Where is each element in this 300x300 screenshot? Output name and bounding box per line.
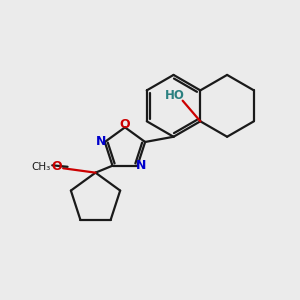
Text: O: O bbox=[119, 118, 130, 131]
Text: O: O bbox=[51, 160, 62, 173]
Text: CH₃: CH₃ bbox=[32, 162, 51, 172]
Text: N: N bbox=[136, 159, 146, 172]
Text: N: N bbox=[96, 135, 106, 148]
Text: HO: HO bbox=[165, 89, 185, 102]
